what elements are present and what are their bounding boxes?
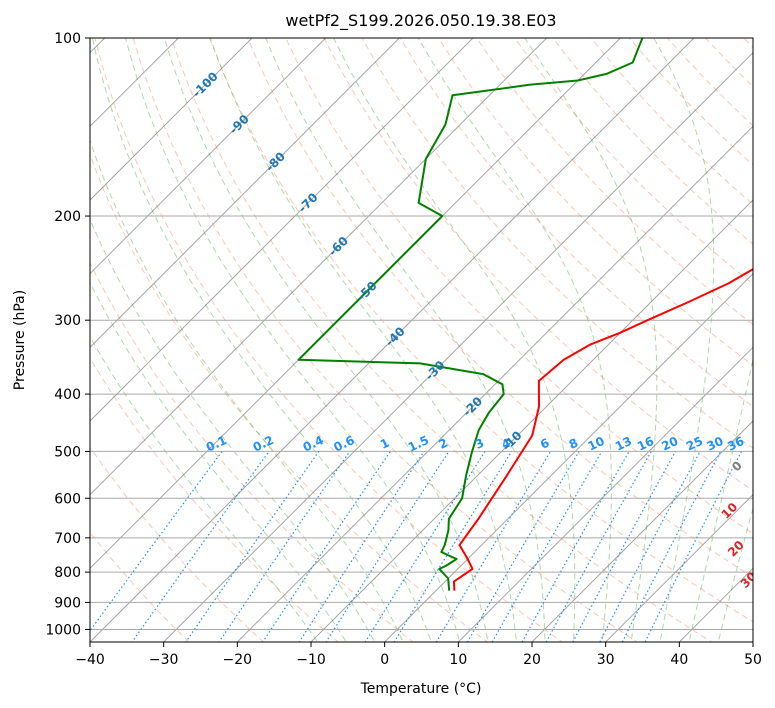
dry-adiabat <box>247 38 753 578</box>
y-tick-label: 300 <box>54 313 81 329</box>
mixing-ratio-label: 30 <box>705 434 726 454</box>
moist-adiabat <box>265 38 546 642</box>
y-tick-label: 400 <box>54 387 81 403</box>
moist-adiabat <box>688 356 753 642</box>
moist-adiabat <box>91 38 432 642</box>
mixing-ratio-line <box>218 451 351 642</box>
moist-adiabat <box>90 218 376 642</box>
dry-adiabat <box>94 38 564 642</box>
mixing-ratio-line <box>644 451 743 642</box>
plot-frame <box>89 37 754 643</box>
temperature-profile <box>452 268 753 591</box>
mixing-ratio-line <box>185 451 320 642</box>
x-tick-label: 10 <box>449 652 467 668</box>
mixing-ratio-label: 16 <box>635 434 656 454</box>
mixing-ratio-label: 20 <box>659 434 680 454</box>
y-axis-title: Pressure (hPa) <box>12 290 28 390</box>
isotherm <box>163 51 753 642</box>
moist-adiabat <box>417 38 612 642</box>
moist-adiabat <box>90 281 347 642</box>
isotherm <box>531 420 753 642</box>
moist-adiabat <box>163 38 489 642</box>
moist-adiabat <box>90 139 404 642</box>
y-tick-label: 1000 <box>45 622 81 638</box>
isotherm <box>90 38 548 496</box>
moist-adiabat <box>717 506 753 642</box>
mixing-ratio-line <box>491 451 603 642</box>
mixing-ratio-line <box>90 451 223 632</box>
dry-adiabat <box>132 38 638 642</box>
mixing-ratio-line <box>325 451 450 642</box>
mixing-ratio-line <box>364 451 486 642</box>
dry-adiabat <box>285 38 753 535</box>
x-tick-label: −20 <box>223 652 253 668</box>
dewpoint-profile <box>297 38 644 591</box>
dry-adiabat <box>514 38 753 285</box>
moist-adiabat <box>333 38 576 642</box>
isotherm <box>384 272 753 642</box>
x-tick-label: 20 <box>523 652 541 668</box>
mixing-ratio-line <box>572 451 677 642</box>
isotherm <box>90 38 327 275</box>
moist-adiabat <box>125 38 461 642</box>
mixing-ratio-label: 25 <box>684 434 705 454</box>
y-axis: 100 200 300 400 500 600 700 800 900 1000 <box>45 31 90 638</box>
dry-adiabat <box>170 38 713 642</box>
dry-adiabat <box>399 38 753 408</box>
x-tick-label: −40 <box>75 652 105 668</box>
mixing-ratio-line <box>466 451 580 642</box>
y-tick-label: 100 <box>54 31 81 47</box>
dry-adiabat <box>476 38 753 326</box>
isotherm <box>90 38 253 201</box>
mixing-ratio-line <box>262 451 391 642</box>
isotherm <box>457 346 753 642</box>
dry-adiabat <box>437 38 753 366</box>
chart-title: wetPf2_S199.2026.050.19.38.E03 <box>285 11 556 31</box>
y-tick-label: 500 <box>54 444 81 460</box>
mixing-ratio-line <box>131 451 270 642</box>
y-tick-label: 700 <box>54 531 81 547</box>
mixing-ratio-label: 13 <box>613 434 634 454</box>
dry-adiabat <box>208 38 753 623</box>
dry-adiabat <box>90 261 414 642</box>
mixing-ratio-line <box>393 451 513 642</box>
x-tick-label: −30 <box>149 652 179 668</box>
x-tick-label: 50 <box>744 652 762 668</box>
x-axis-title: Temperature (°C) <box>360 681 482 697</box>
x-tick-label: 40 <box>670 652 688 668</box>
x-axis: −40 −30 −20 −10 0 10 20 30 40 50 <box>75 642 762 668</box>
y-tick-label: 200 <box>54 209 81 225</box>
isotherm <box>310 199 753 642</box>
moist-adiabat <box>653 38 715 642</box>
y-tick-label: 900 <box>54 595 81 611</box>
dry-adiabat <box>90 153 489 642</box>
profile-lines <box>297 38 753 591</box>
isotherm <box>90 38 400 349</box>
y-tick-label: 600 <box>54 491 81 507</box>
mixing-ratio-label: 10 <box>586 434 607 454</box>
isotherm <box>236 125 753 642</box>
dry-adiabat <box>90 446 265 642</box>
mixing-ratio-label: 36 <box>725 434 746 454</box>
moist-adiabat <box>90 335 319 642</box>
mixing-ratio-line <box>298 451 425 642</box>
mixing-ratio-line <box>435 451 552 642</box>
background-lines <box>90 38 753 642</box>
isotherm <box>90 38 695 642</box>
x-tick-label: −10 <box>296 652 326 668</box>
x-tick-label: 30 <box>597 652 615 668</box>
isotherm <box>90 38 474 422</box>
isotherm <box>605 493 753 642</box>
moist-adiabat <box>524 38 658 642</box>
x-tick-label: 0 <box>380 652 389 668</box>
dry-adiabat <box>90 357 339 642</box>
y-tick-label: 800 <box>54 565 81 581</box>
